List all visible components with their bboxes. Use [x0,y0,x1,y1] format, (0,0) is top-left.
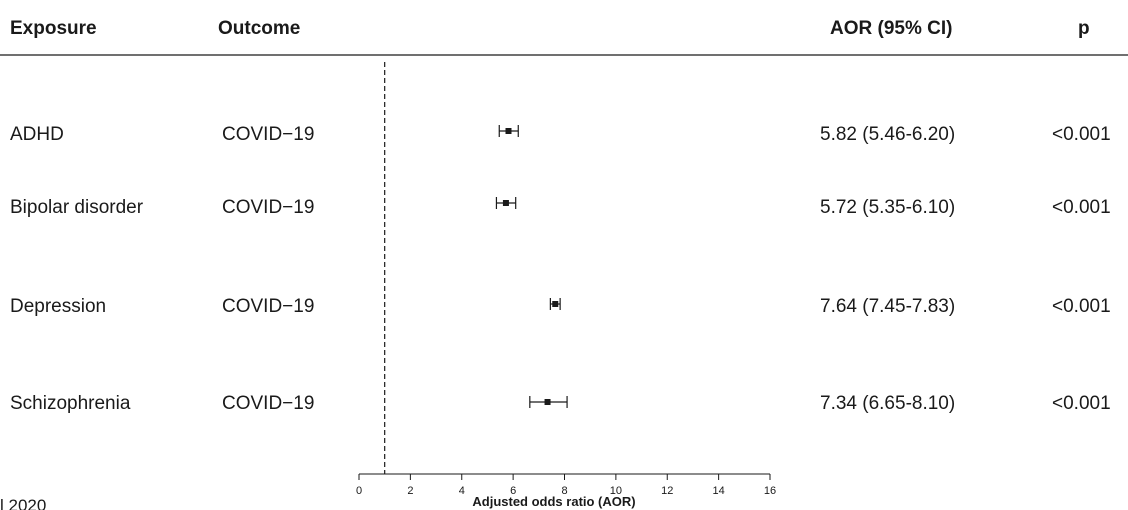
row-aor-ci: 7.64 (7.45-7.83) [820,296,955,317]
table-row: Depression COVID−19 7.64 (7.45-7.83) <0.… [10,296,1111,317]
header-outcome: Outcome [218,18,300,39]
table-row: ADHD COVID−19 5.82 (5.46-6.20) <0.001 [10,124,1111,145]
x-tick-label: 8 [561,485,567,497]
row-exposure: Schizophrenia [10,393,131,414]
x-tick-label: 10 [610,485,622,497]
x-axis-title: Adjusted odds ratio (AOR) [472,494,635,509]
row-outcome: COVID−19 [222,393,314,414]
point-estimate [502,200,509,206]
row-exposure: Depression [10,296,106,317]
point-estimate [544,399,551,405]
row-p-value: <0.001 [1052,393,1111,414]
header-p: p [1078,18,1090,39]
x-tick-label: 2 [407,485,413,497]
x-tick-label: 16 [764,485,776,497]
row-outcome: COVID−19 [222,124,314,145]
row-aor-ci: 5.72 (5.35-6.10) [820,197,955,218]
header-exposure: Exposure [10,18,97,39]
row-aor-ci: 5.82 (5.46-6.20) [820,124,955,145]
row-p-value: <0.001 [1052,296,1111,317]
point-estimate [505,128,512,134]
point-estimate [552,301,559,307]
row-exposure: Bipolar disorder [10,197,144,218]
row-outcome: COVID−19 [222,296,314,317]
stray-caption-fragment: l 2020 [0,496,46,510]
x-tick-label: 12 [661,485,673,497]
x-tick-label: 6 [510,485,516,497]
forest-plot-area: 0 2 4 6 8 10 12 14 16 [356,62,776,497]
row-p-value: <0.001 [1052,197,1111,218]
row-p-value: <0.001 [1052,124,1111,145]
header-aor-ci: AOR (95% CI) [830,18,952,39]
row-exposure: ADHD [10,124,64,145]
table-row: Bipolar disorder COVID−19 5.72 (5.35-6.1… [10,197,1111,218]
x-tick-label: 14 [713,485,725,497]
row-outcome: COVID−19 [222,197,314,218]
x-tick-label: 0 [356,485,362,497]
table-row: Schizophrenia COVID−19 7.34 (6.65-8.10) … [10,393,1111,414]
row-aor-ci: 7.34 (6.65-8.10) [820,393,955,414]
x-tick-label: 4 [459,485,465,497]
